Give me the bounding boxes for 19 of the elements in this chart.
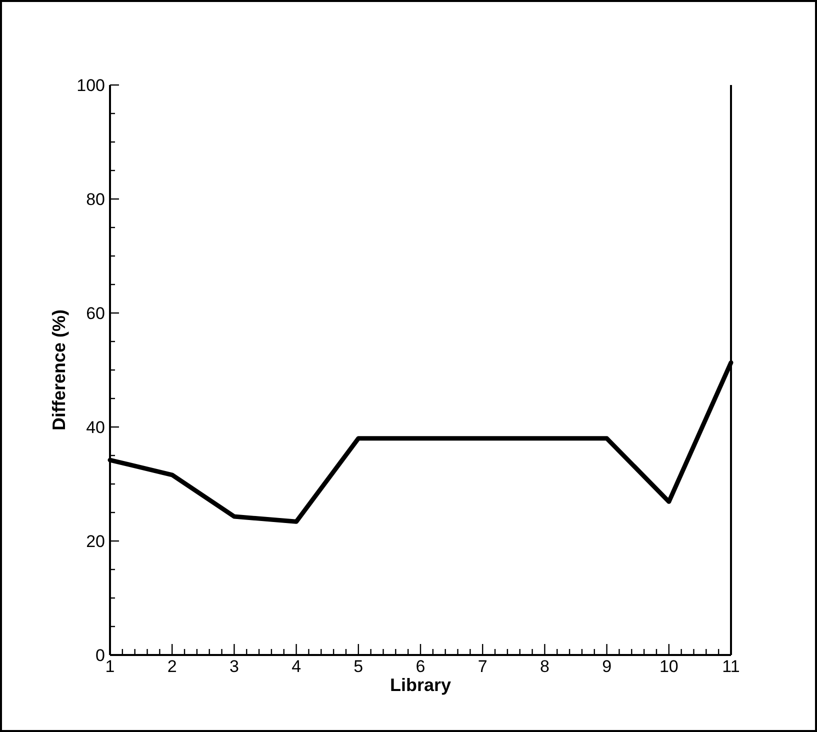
x-tick-label: 8 — [540, 657, 550, 676]
x-tick-label: 5 — [354, 657, 364, 676]
x-tick-label: 2 — [167, 657, 177, 676]
x-tick-label: 6 — [416, 657, 426, 676]
y-tick-label: 80 — [86, 190, 105, 209]
y-tick-label: 40 — [86, 418, 105, 437]
x-tick-label: 7 — [478, 657, 488, 676]
y-tick-label: 0 — [96, 646, 105, 665]
x-tick-label: 1 — [105, 657, 115, 676]
x-tick-label: 3 — [229, 657, 239, 676]
y-axis-title: Difference (%) — [49, 309, 69, 431]
x-tick-label: 4 — [292, 657, 302, 676]
y-tick-label: 60 — [86, 304, 105, 323]
x-tick-label: 10 — [659, 657, 678, 676]
x-tick-label: 9 — [602, 657, 612, 676]
x-tick-label: 11 — [722, 657, 740, 676]
y-tick-label: 100 — [76, 76, 105, 95]
x-axis-title: Library — [390, 675, 452, 695]
y-tick-label: 20 — [86, 532, 105, 551]
